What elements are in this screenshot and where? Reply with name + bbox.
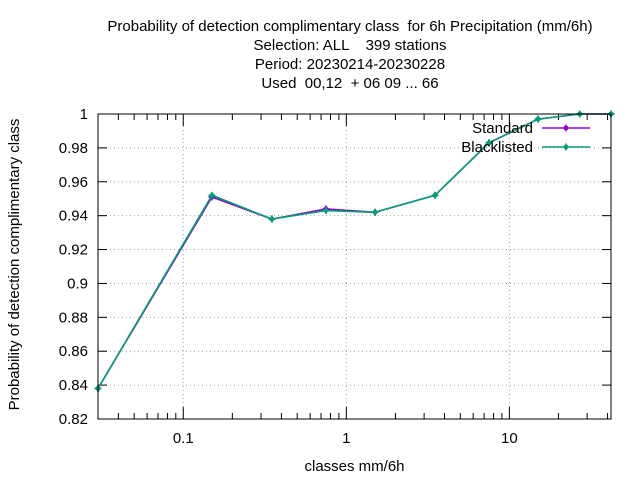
series-layer (94, 110, 615, 392)
title-line-1: Probability of detection complimentary c… (107, 18, 593, 35)
legend-label-blacklisted: Blacklisted (461, 139, 533, 156)
series-line-standard (97, 113, 611, 389)
y-tick-label: 0.88 (59, 309, 88, 326)
x-axis-ticks: 0.1 1 10 (117, 114, 609, 447)
y-axis-label: Probability of detection complimentary c… (6, 119, 23, 411)
y-tick-label: 0.86 (59, 343, 88, 360)
y-tick-label: 0.98 (59, 140, 88, 157)
legend: Standard Blacklisted (461, 120, 590, 156)
y-tick-label: 0.84 (59, 377, 88, 394)
y-tick-label: 0.82 (59, 411, 88, 428)
series-point-blacklisted (485, 139, 493, 147)
title-line-3: Period: 20230214-20230228 (254, 56, 446, 73)
series-point-blacklisted (268, 215, 276, 223)
series-point-blacklisted (322, 207, 330, 215)
y-tick-label: 0.94 (59, 208, 88, 225)
series-line-blacklisted (97, 113, 611, 389)
x-tick-label: 0.1 (173, 430, 194, 447)
series-point-blacklisted (208, 191, 216, 199)
series-point-blacklisted (371, 208, 379, 216)
x-tick-label: 10 (501, 430, 518, 447)
y-axis-ticks: 0.82 0.84 0.86 0.88 0.9 0.92 0.94 0.96 0.98 1 (59, 106, 611, 428)
plot-frame (97, 113, 612, 420)
series-point-blacklisted (431, 191, 439, 199)
legend-label-standard: Standard (472, 120, 533, 137)
title-line-2: Selection: ALL 399 stations (253, 37, 447, 54)
y-tick-label: 0.9 (67, 275, 88, 292)
x-tick-label: 1 (342, 430, 350, 447)
y-tick-label: 0.92 (59, 242, 88, 259)
y-tick-label: 1 (80, 106, 88, 123)
y-tick-label: 0.96 (59, 174, 88, 191)
x-axis-label: classes mm/6h (304, 458, 404, 475)
series-point-blacklisted (534, 115, 542, 123)
title-line-4: Used 00,12 + 06 09 ... 66 (261, 75, 439, 92)
grid-lines (98, 114, 611, 419)
